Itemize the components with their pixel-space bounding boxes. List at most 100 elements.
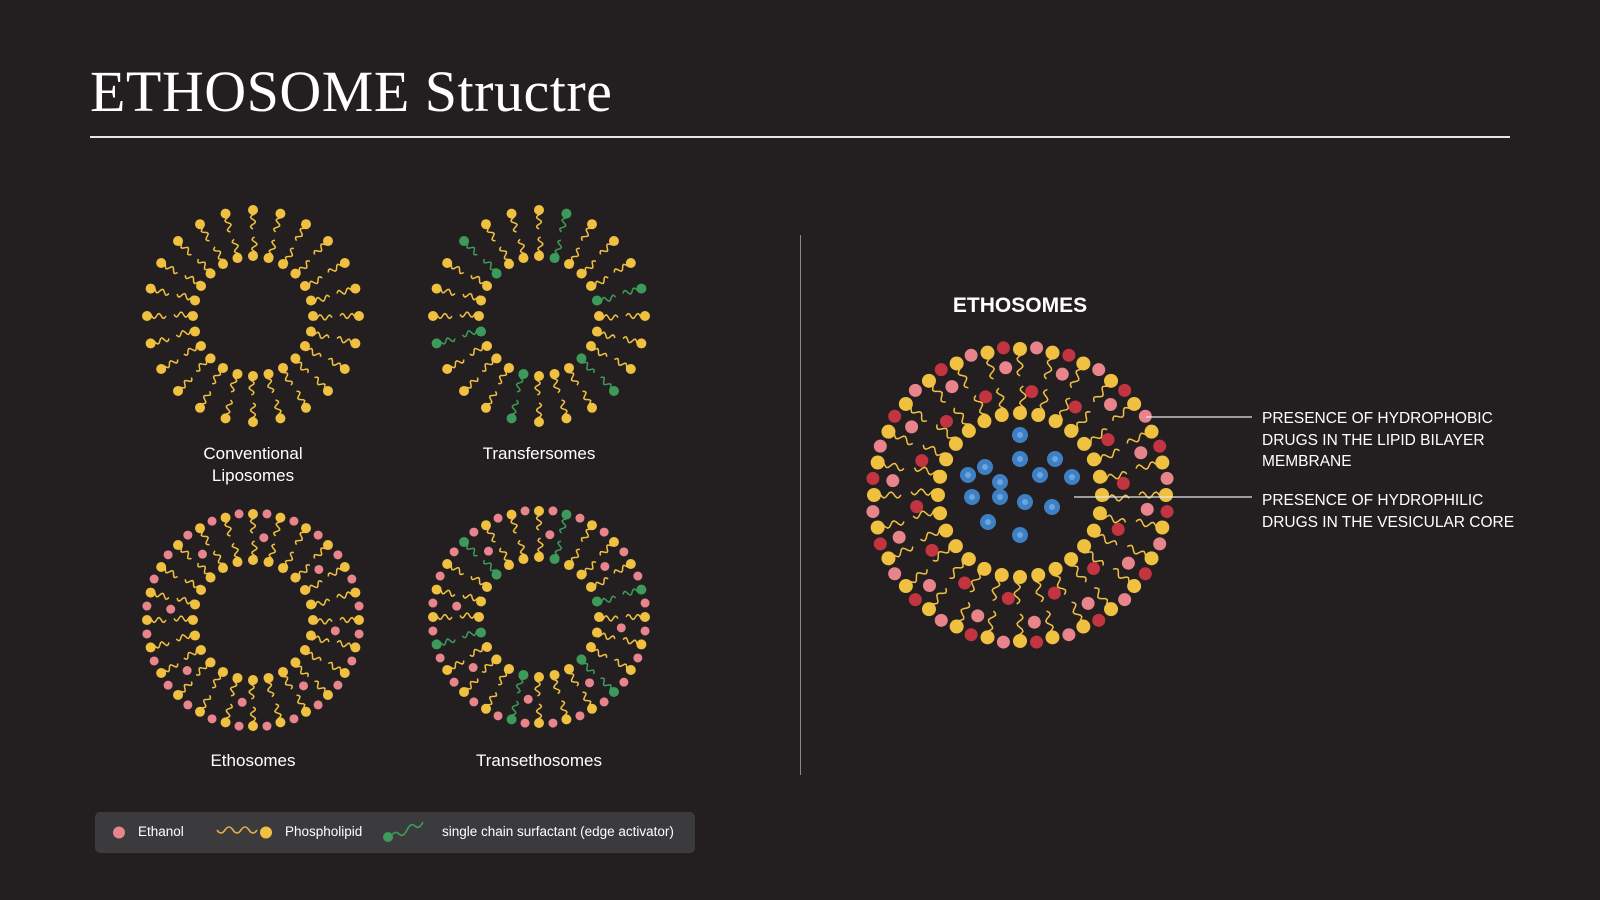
hydrophobic-drug xyxy=(1047,586,1061,600)
phospholipid-head xyxy=(481,402,491,413)
ethanol-molecule xyxy=(428,626,438,636)
phospholipid-head xyxy=(585,281,596,291)
phospholipid-head xyxy=(1077,539,1092,554)
ethanol-molecule xyxy=(289,714,299,724)
phospholipid-head xyxy=(156,668,167,678)
hydrophilic-drug-highlight xyxy=(1017,432,1023,438)
phospholipid-head xyxy=(142,615,152,625)
ethanol-molecule xyxy=(616,623,626,633)
ethanol-molecule xyxy=(575,711,585,721)
phospholipid-head xyxy=(1144,551,1159,566)
hydrophilic-drug-highlight xyxy=(1022,499,1028,505)
ethanol-molecule xyxy=(449,547,459,557)
phospholipid-head xyxy=(534,718,544,728)
phospholipid-head xyxy=(476,596,487,607)
phospholipid-head xyxy=(220,208,231,219)
phospholipid-head xyxy=(248,675,258,685)
ethanol-molecule xyxy=(996,635,1010,649)
phospholipid-head xyxy=(195,523,205,534)
hydrophobic-drug xyxy=(1087,562,1101,576)
ethanol-molecule xyxy=(207,714,217,724)
hydrophilic-drug-highlight xyxy=(997,479,1003,485)
ethanol-molecule xyxy=(313,700,323,710)
phospholipid-head xyxy=(482,582,493,592)
ethanol-molecule xyxy=(262,721,272,731)
phospholipid-head xyxy=(354,311,364,321)
ethanol-molecule xyxy=(142,629,152,639)
phospholipid-head xyxy=(1076,619,1091,634)
ethanol-molecule xyxy=(1118,593,1132,607)
phospholipid-head xyxy=(190,599,201,610)
phospholipid-head xyxy=(587,520,597,531)
ethanol-molecule xyxy=(1140,502,1154,516)
hydrophobic-drug xyxy=(1101,433,1115,447)
ethanol-molecule xyxy=(289,516,299,526)
ethanol-molecule xyxy=(435,653,445,663)
phospholipid-head xyxy=(442,258,453,268)
phospholipid-head xyxy=(961,552,976,567)
ethanol-molecule xyxy=(347,656,357,666)
phospholipid-head xyxy=(278,259,288,270)
ethanol-molecule xyxy=(892,530,906,544)
phospholipid-head xyxy=(263,368,274,379)
phospholipid-head xyxy=(1064,552,1079,567)
ethanol-molecule xyxy=(888,567,902,581)
surfactant-head xyxy=(636,283,647,294)
surfactant-head xyxy=(561,208,572,219)
phospholipid-head xyxy=(190,630,201,641)
ethanol-molecule xyxy=(520,506,530,516)
phospholipid-head xyxy=(504,560,514,571)
ethanol-molecule xyxy=(313,530,323,540)
hydrophobic-drug xyxy=(925,543,939,557)
ethanol-molecule xyxy=(1134,446,1148,460)
phospholipid-head xyxy=(354,615,364,625)
ethanol-molecule xyxy=(619,677,629,687)
phospholipid-head xyxy=(248,721,258,731)
phospholipid-head xyxy=(173,236,184,247)
hydrophobic-drug xyxy=(1092,613,1106,627)
phospholipid-head xyxy=(921,373,936,388)
hydrophobic-drug xyxy=(1030,635,1044,649)
phospholipid-head xyxy=(994,567,1009,582)
phospholipid-head xyxy=(275,512,286,523)
phospholipid-head xyxy=(1144,424,1159,439)
phospholipid-head xyxy=(1127,579,1142,594)
surfactant-head xyxy=(491,268,502,279)
phospholipid-head xyxy=(428,311,438,321)
surfactant-head xyxy=(431,639,442,650)
phospholipid-head xyxy=(1031,567,1046,582)
phospholipid-head xyxy=(196,585,207,595)
phospholipid-head xyxy=(278,563,288,574)
hydrophilic-drug-highlight xyxy=(1049,504,1055,510)
hydrophobic-drug xyxy=(979,390,993,404)
phospholipid-head xyxy=(898,579,913,594)
hydrophilic-drug-highlight xyxy=(1017,532,1023,538)
ethanol-icon xyxy=(113,826,125,839)
hydrophobic-drug xyxy=(1068,400,1082,414)
phospholipid-head xyxy=(190,295,201,306)
phospholipid-head xyxy=(305,630,316,641)
phospholipid-head xyxy=(1045,630,1060,645)
phospholipid-head xyxy=(263,253,274,264)
phospholipid-head xyxy=(350,587,361,598)
phospholipid-head xyxy=(1086,452,1101,467)
phospholipid-head xyxy=(442,665,453,675)
ethanol-molecule xyxy=(908,383,922,397)
hydrophilic-drug-highlight xyxy=(1052,456,1058,462)
ethosomes-detail-title: ETHOSOMES xyxy=(952,294,1088,317)
phospholipid-head xyxy=(1127,396,1142,411)
ethanol-molecule xyxy=(599,527,609,537)
ethanol-molecule xyxy=(149,656,159,666)
phospholipid-head xyxy=(322,540,333,551)
ethanol-molecule xyxy=(166,604,176,614)
phospholipid-head xyxy=(931,488,945,502)
ethanol-molecule xyxy=(299,681,309,691)
phospholipid-head xyxy=(504,663,514,674)
hydrophobic-drug xyxy=(910,500,924,514)
phospholipid-head xyxy=(205,353,216,364)
phospholipid-head xyxy=(564,362,574,373)
phospholipid-head xyxy=(640,612,650,622)
phospholipid-head xyxy=(350,283,361,294)
phospholipid-head xyxy=(431,283,442,294)
phospholipid-head xyxy=(431,584,442,595)
